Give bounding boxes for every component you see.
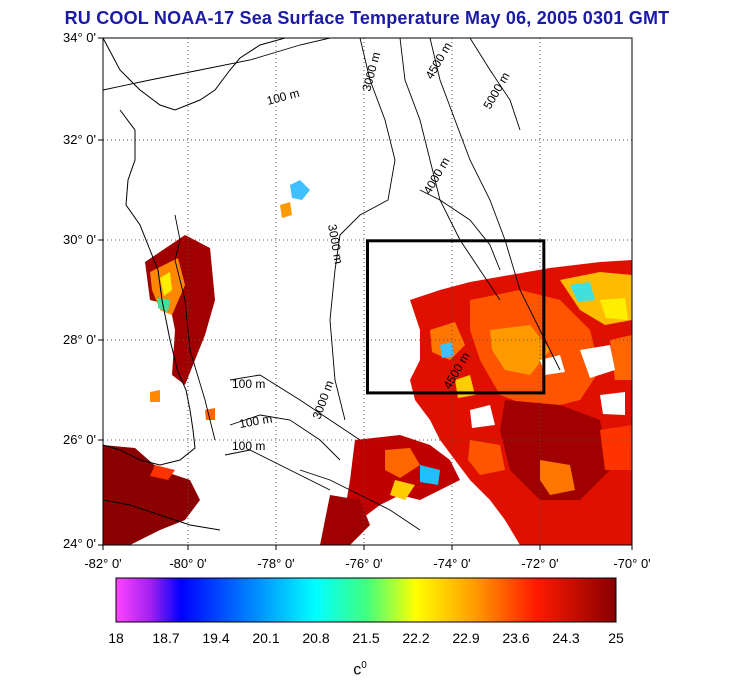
lon-label: -74° 0': [433, 556, 471, 571]
lon-label: -80° 0': [169, 556, 207, 571]
bathymetry-contours: [103, 38, 561, 531]
lon-label: -82° 0': [84, 556, 122, 571]
colorbar-tick: 25: [608, 630, 624, 646]
lat-label: 28° 0': [63, 332, 96, 347]
study-area-box: [366, 239, 546, 395]
lat-label: 34° 0': [63, 30, 96, 45]
colorbar-tick: 21.5: [352, 630, 380, 646]
colorbar-tick: 24.3: [552, 630, 580, 646]
colorbar-tick: 23.6: [502, 630, 530, 646]
lat-label: 26° 0': [63, 432, 96, 447]
contour-label: 100 m: [232, 439, 265, 453]
colorbar-tick: 20.1: [252, 630, 280, 646]
colorbar: [116, 578, 616, 622]
colorbar-tick: 19.4: [202, 630, 230, 646]
colorbar-unit-letter: c: [353, 661, 362, 679]
colorbar-frame: [115, 577, 617, 623]
colorbar-unit-sup: 0: [361, 660, 367, 671]
lon-label: -78° 0': [257, 556, 295, 571]
contour-label: 3000 m: [325, 223, 346, 265]
lon-label: -76° 0': [345, 556, 383, 571]
colorbar-tick: 22.9: [452, 630, 480, 646]
colorbar-tick: 20.8: [302, 630, 330, 646]
lat-label: 30° 0': [63, 232, 96, 247]
colorbar-tick: 18: [108, 630, 124, 646]
map-frame: [102, 37, 633, 546]
colorbar-tick: 18.7: [152, 630, 180, 646]
map-title: RU COOL NOAA-17 Sea Surface Temperature …: [64, 8, 670, 28]
contour-label: 100 m: [232, 377, 265, 391]
axis-ticks: [98, 37, 633, 550]
colorbar-unit: c0: [340, 660, 380, 679]
lon-label: -70° 0': [613, 556, 651, 571]
sst-field: [103, 180, 632, 545]
lon-label: -72° 0': [521, 556, 559, 571]
colorbar-tick: 22.2: [402, 630, 430, 646]
contour-label: 100 m: [238, 411, 273, 431]
lat-label: 32° 0': [63, 132, 96, 147]
lat-label: 24° 0': [63, 536, 96, 551]
